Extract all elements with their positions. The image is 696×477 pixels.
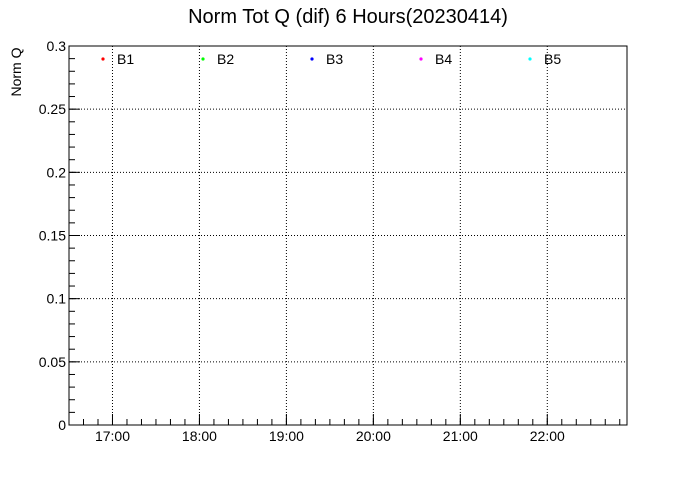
y-tick-label: 0.3 <box>47 38 67 54</box>
legend-marker-b2 <box>201 57 205 61</box>
grid-lines <box>69 46 627 425</box>
legend-label-b3: B3 <box>326 51 343 67</box>
y-tick-label: 0.1 <box>47 291 67 307</box>
y-axis-label: Norm Q <box>8 47 24 96</box>
legend-marker-b3 <box>310 57 314 61</box>
legend-marker-b1 <box>101 57 105 61</box>
y-tick-label: 0 <box>58 417 66 433</box>
y-tick-label: 0.05 <box>39 354 66 370</box>
legend: B1 B2 B3 B4 B5 <box>101 51 561 67</box>
legend-label-b4: B4 <box>435 51 452 67</box>
x-axis: 17:00 18:00 19:00 20:00 21:00 22:00 <box>68 414 621 444</box>
x-tick-label: 22:00 <box>530 428 565 444</box>
legend-label-b2: B2 <box>217 51 234 67</box>
legend-marker-b5 <box>528 57 532 61</box>
x-tick-label: 21:00 <box>443 428 478 444</box>
x-tick-label: 19:00 <box>269 428 304 444</box>
y-tick-label: 0.25 <box>39 101 66 117</box>
y-tick-label: 0.15 <box>39 228 66 244</box>
x-tick-label: 20:00 <box>356 428 391 444</box>
chart-title: Norm Tot Q (dif) 6 Hours(20230414) <box>188 6 508 28</box>
legend-label-b1: B1 <box>117 51 134 67</box>
y-axis: 0 0.05 0.1 0.15 0.2 0.25 0.3 <box>39 38 80 433</box>
x-tick-label: 18:00 <box>182 428 217 444</box>
legend-marker-b4 <box>419 57 423 61</box>
y-tick-label: 0.2 <box>47 164 67 180</box>
legend-label-b5: B5 <box>544 51 561 67</box>
x-tick-label: 17:00 <box>95 428 130 444</box>
